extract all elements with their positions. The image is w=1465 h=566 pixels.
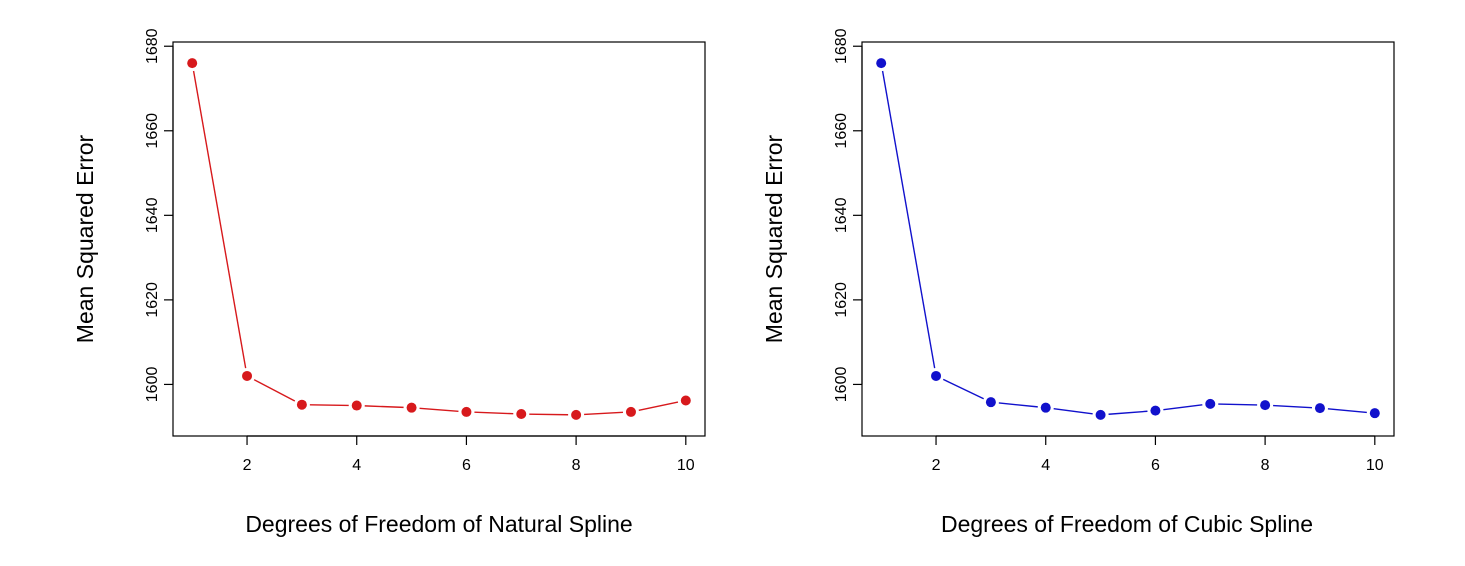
- series-line-segment: [942, 378, 984, 400]
- data-point: [1205, 398, 1216, 409]
- series-line-segment: [309, 404, 349, 407]
- y-tick-label: 1600: [833, 367, 850, 403]
- data-point: [406, 402, 417, 413]
- x-axis: 2 4 6 8 10: [932, 435, 1384, 474]
- y-tick-label: 1600: [144, 367, 161, 403]
- series-line-segment: [1218, 403, 1258, 406]
- series-line-segment: [1053, 408, 1093, 415]
- data-point: [571, 409, 582, 420]
- y-tick-label: 1660: [833, 113, 850, 149]
- x-tick-label: 10: [677, 457, 695, 474]
- series-line-segment: [1273, 404, 1313, 409]
- y-axis-title: Mean Squared Error: [72, 134, 98, 343]
- series-line-segment: [192, 70, 247, 369]
- data-point: [516, 409, 527, 420]
- y-tick-label: 1680: [833, 28, 850, 64]
- series-line-segment: [1163, 404, 1203, 411]
- x-tick-label: 2: [932, 457, 941, 474]
- y-tick-label: 1640: [833, 197, 850, 233]
- data-point: [1150, 405, 1161, 416]
- data-point: [876, 58, 887, 69]
- series-line-segment: [474, 411, 514, 415]
- series-line-segment: [638, 401, 679, 411]
- y-axis-title: Mean Squared Error: [761, 134, 787, 343]
- y-tick-label: 1660: [144, 113, 161, 149]
- series-line-segment: [419, 407, 459, 412]
- series-line-segment: [1327, 408, 1367, 414]
- series-line-segment: [253, 379, 296, 402]
- chart-panel-cubic-spline: 1600 1620 1640 1660 1680 2 4 6 8 10 Mean Squared…: [761, 28, 1395, 537]
- data-point: [1260, 400, 1271, 411]
- data-point: [1040, 402, 1051, 413]
- data-point: [625, 406, 636, 417]
- series-line-segment: [998, 402, 1038, 408]
- x-tick-label: 8: [572, 457, 581, 474]
- series-line-segment: [529, 413, 569, 416]
- data-point: [985, 397, 996, 408]
- data-point: [1314, 403, 1325, 414]
- x-tick-label: 6: [1151, 457, 1160, 474]
- x-axis-title: Degrees of Freedom of Natural Spline: [245, 511, 632, 537]
- series-cubic-spline: [876, 58, 1380, 420]
- plot-frame: [861, 41, 1395, 437]
- y-tick-label: 1680: [144, 28, 161, 64]
- x-axis-title: Degrees of Freedom of Cubic Spline: [941, 511, 1313, 537]
- y-axis: 1600 1620 1640 1660 1680: [144, 28, 174, 403]
- x-tick-label: 10: [1366, 457, 1384, 474]
- data-point: [931, 370, 942, 381]
- y-tick-label: 1640: [144, 197, 161, 233]
- data-point: [351, 400, 362, 411]
- y-tick-label: 1620: [144, 282, 161, 318]
- chart-panel-natural-spline: 1600 1620 1640 1660 1680 2 4 6 8 10 Mean Squared…: [72, 28, 706, 537]
- data-point: [1095, 409, 1106, 420]
- data-point: [680, 395, 691, 406]
- data-point: [1369, 408, 1380, 419]
- plot-frame: [172, 41, 706, 437]
- series-line-segment: [584, 411, 624, 416]
- x-tick-label: 2: [243, 457, 252, 474]
- x-tick-label: 4: [1041, 457, 1050, 474]
- y-tick-label: 1620: [833, 282, 850, 318]
- x-axis: 2 4 6 8 10: [243, 435, 695, 474]
- series-natural-spline: [187, 58, 691, 420]
- data-point: [296, 399, 307, 410]
- x-tick-label: 6: [462, 457, 471, 474]
- x-tick-label: 4: [352, 457, 361, 474]
- data-point: [242, 370, 253, 381]
- series-line-segment: [881, 70, 936, 369]
- series-line-segment: [1108, 410, 1148, 415]
- x-tick-label: 8: [1261, 457, 1270, 474]
- data-point: [461, 406, 472, 417]
- data-point: [187, 58, 198, 69]
- y-axis: 1600 1620 1640 1660 1680: [833, 28, 863, 403]
- series-line-segment: [364, 405, 404, 409]
